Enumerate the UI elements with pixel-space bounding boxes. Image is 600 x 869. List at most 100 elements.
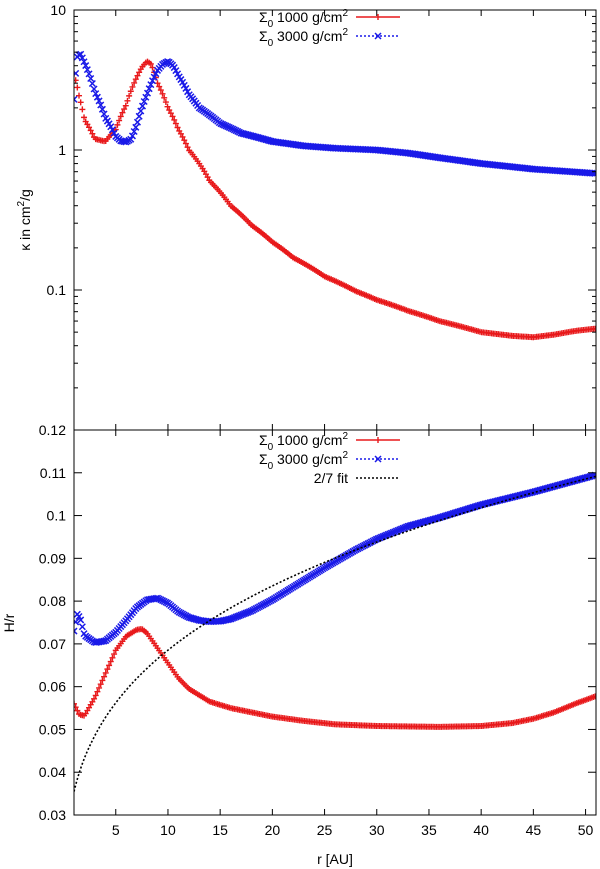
y-tick-label: 0.09 xyxy=(39,550,66,566)
data-point xyxy=(74,95,78,103)
data-point xyxy=(97,681,104,688)
aspect-ratio-panel: 5 10 15 20 25 30 35 40 45 50 0.03 0.04 0.05 0.06 0.07 0… xyxy=(1,422,597,838)
data-point xyxy=(128,132,136,140)
series-1 xyxy=(74,471,596,646)
aspect-plot-frame xyxy=(73,429,597,816)
data-point xyxy=(88,79,96,88)
data-point xyxy=(135,112,143,120)
data-point xyxy=(89,130,96,137)
legend-label-2: 2/7 fit xyxy=(314,470,348,486)
y-tick-label: 0.03 xyxy=(39,807,66,823)
data-point xyxy=(87,127,94,134)
legend-label-1: Σ0 3000 g/cm2 xyxy=(259,27,348,49)
data-point xyxy=(184,144,191,151)
opacity-y-axis-label: κ in cm2/g xyxy=(16,189,33,251)
data-point xyxy=(181,137,188,144)
data-point xyxy=(133,118,142,126)
data-point xyxy=(122,102,129,109)
data-point xyxy=(78,623,86,631)
x-tick-label: 35 xyxy=(421,822,437,838)
data-point xyxy=(83,66,91,74)
data-point xyxy=(140,97,148,106)
data-point xyxy=(592,693,596,700)
series-2 xyxy=(74,475,596,792)
data-point xyxy=(74,700,77,707)
x-tick-label: 25 xyxy=(317,822,333,838)
data-point xyxy=(87,74,95,83)
data-point xyxy=(109,654,116,661)
data-point xyxy=(150,73,158,81)
data-point xyxy=(592,325,596,332)
opacity-series-layer xyxy=(74,50,596,341)
data-point xyxy=(131,79,138,86)
y-tick-label: 0.11 xyxy=(40,465,66,481)
legend-label-0: Σ0 1000 g/cm2 xyxy=(259,8,348,30)
data-point xyxy=(97,101,105,109)
data-point xyxy=(79,106,86,113)
y-tick-label: 0.07 xyxy=(39,636,66,652)
data-point xyxy=(117,113,124,120)
data-point xyxy=(179,133,186,140)
y-tick-label: 0.1 xyxy=(47,508,67,524)
data-point xyxy=(77,50,85,58)
data-point xyxy=(111,651,118,658)
data-point xyxy=(90,85,98,93)
y-tick-label: 0.05 xyxy=(39,721,66,737)
data-point xyxy=(129,83,136,90)
data-point xyxy=(95,97,103,105)
data-point xyxy=(102,669,109,676)
y-tick-label: 0.12 xyxy=(39,422,66,438)
data-point xyxy=(171,116,178,123)
data-point xyxy=(91,695,98,702)
data-point xyxy=(110,129,118,137)
data-point xyxy=(76,92,83,99)
data-point xyxy=(82,62,90,70)
y-tick-label: 0.08 xyxy=(39,593,66,609)
data-point xyxy=(138,102,147,110)
data-point xyxy=(174,124,181,131)
data-point xyxy=(100,637,108,645)
data-point xyxy=(114,121,121,128)
data-point xyxy=(104,666,111,673)
data-point xyxy=(148,77,157,85)
series-0 xyxy=(74,58,596,341)
y-tick-label: 0.06 xyxy=(39,679,66,695)
data-point xyxy=(93,93,101,101)
data-point xyxy=(161,94,168,101)
data-point xyxy=(94,688,101,695)
data-point xyxy=(98,105,106,113)
y-tick-label: 10 xyxy=(50,2,66,18)
legend-label-0: Σ0 1000 g/cm2 xyxy=(259,431,348,453)
data-point xyxy=(86,124,93,131)
data-point xyxy=(157,87,164,94)
data-point xyxy=(116,117,123,124)
y-tick-label: 0.04 xyxy=(39,764,66,780)
y-tick-label: 1 xyxy=(58,142,66,158)
data-point xyxy=(106,662,113,669)
data-point xyxy=(101,673,108,680)
data-point xyxy=(96,684,103,691)
series-1 xyxy=(74,50,596,177)
data-point xyxy=(78,54,86,62)
data-point xyxy=(204,174,211,181)
x-tick-label: 40 xyxy=(473,822,489,838)
opacity-ticks: 10 1 0.1 xyxy=(47,2,596,431)
data-point xyxy=(124,97,131,104)
data-point xyxy=(147,60,154,67)
data-point xyxy=(77,99,84,106)
legend-marker-1 xyxy=(374,455,382,463)
data-point xyxy=(74,704,79,711)
data-point xyxy=(172,120,179,127)
x-tick-label: 15 xyxy=(212,822,228,838)
data-point xyxy=(126,92,133,99)
y-tick-label: 0.1 xyxy=(47,282,67,298)
fit-line xyxy=(74,475,596,792)
data-point xyxy=(92,90,100,98)
data-point xyxy=(167,110,174,117)
data-point xyxy=(74,84,81,91)
data-point xyxy=(77,616,85,624)
x-tick-label: 30 xyxy=(369,822,385,838)
data-point xyxy=(100,110,108,118)
